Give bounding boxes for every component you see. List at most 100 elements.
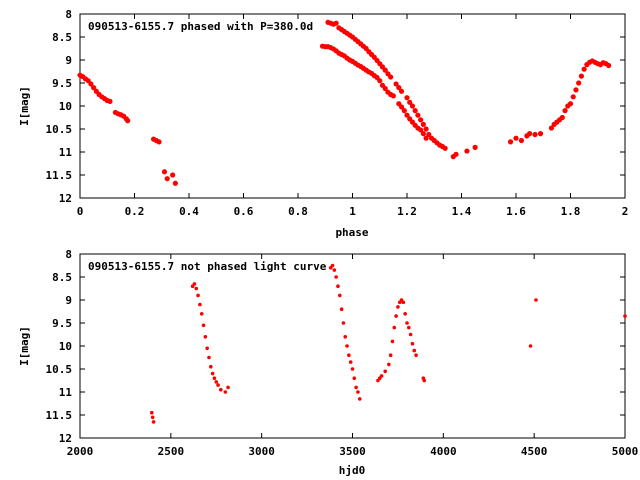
- data-point: [528, 344, 533, 348]
- data-point: [412, 108, 418, 114]
- data-point: [414, 353, 418, 358]
- data-point: [398, 88, 405, 94]
- data-point: [341, 321, 346, 325]
- data-point: [426, 131, 432, 138]
- data-point: [576, 80, 582, 86]
- data-point: [410, 341, 415, 346]
- data-point: [396, 305, 400, 309]
- y-axis-ticks: 8 8.5 9 9.5 10 10.5 11 11.5 12: [46, 8, 625, 205]
- y-tick-label: 12: [59, 192, 72, 205]
- data-point: [345, 344, 349, 348]
- data-point: [407, 99, 413, 105]
- data-point: [199, 312, 204, 316]
- data-point: [388, 353, 393, 358]
- data-point: [453, 151, 459, 157]
- data-point: [207, 355, 211, 360]
- data-point: [537, 131, 544, 137]
- x-tick-label: 0.2: [125, 205, 145, 218]
- x-tick-label: 2500: [158, 445, 185, 458]
- data-point: [420, 121, 426, 127]
- data-point: [401, 108, 407, 114]
- data-point: [377, 78, 383, 84]
- y-tick-label: 9.5: [52, 77, 72, 90]
- data-point: [396, 85, 402, 91]
- x-tick-label: 0.4: [179, 205, 199, 218]
- x-tick-label: 1: [349, 205, 356, 218]
- data-point: [383, 369, 388, 374]
- x-axis-label: hjd0: [339, 464, 366, 477]
- data-point: [573, 87, 579, 93]
- data-point: [196, 293, 200, 298]
- x-tick-label: 1.4: [452, 205, 472, 218]
- data-point: [409, 103, 416, 109]
- data-point: [398, 104, 405, 110]
- y-tick-label: 9.5: [52, 317, 72, 330]
- data-point: [442, 145, 448, 151]
- data-point: [422, 378, 427, 383]
- data-point: [352, 376, 357, 381]
- data-point: [420, 131, 426, 137]
- data-point: [394, 314, 398, 318]
- data-point: [156, 139, 162, 145]
- data-point: [562, 108, 568, 114]
- y-axis-ticks: 8 8.5 9 9.5 10 10.5 11 11.5 12: [46, 248, 625, 445]
- data-point: [216, 383, 220, 387]
- x-tick-label: 1.2: [397, 205, 417, 218]
- data-point: [170, 172, 176, 178]
- x-tick-label: 0: [77, 205, 84, 218]
- data-point: [332, 268, 337, 272]
- data-point: [226, 385, 230, 390]
- y-tick-label: 8: [65, 248, 72, 261]
- data-point: [330, 263, 335, 268]
- data-point: [408, 332, 413, 337]
- data-point: [198, 302, 202, 307]
- data-point: [472, 144, 478, 150]
- chart-title: 090513-6155.7 not phased light curve: [88, 260, 327, 273]
- y-axis-label: I[mag]: [18, 86, 31, 126]
- data-point: [210, 371, 215, 376]
- data-point: [223, 390, 228, 394]
- data-point: [354, 385, 358, 390]
- data-point: [423, 135, 429, 141]
- data-point: [412, 348, 417, 353]
- data-point: [172, 180, 178, 186]
- data-point: [404, 112, 410, 118]
- data-point: [387, 362, 391, 367]
- data-point: [464, 148, 470, 154]
- x-tick-label: 3000: [248, 445, 275, 458]
- data-point: [623, 314, 627, 318]
- y-tick-label: 8.5: [52, 271, 72, 284]
- y-tick-label: 8.5: [52, 31, 72, 44]
- data-point: [390, 93, 396, 99]
- data-point: [532, 131, 538, 138]
- data-point: [339, 307, 344, 312]
- x-tick-label: 0.6: [234, 205, 254, 218]
- data-point: [567, 101, 574, 107]
- data-point: [415, 112, 421, 118]
- data-point: [606, 62, 612, 69]
- data-point: [405, 321, 409, 325]
- data-point: [88, 81, 94, 87]
- data-point: [347, 353, 351, 358]
- data-point: [336, 284, 340, 289]
- x-tick-label: 2: [622, 205, 629, 218]
- data-point: [388, 74, 394, 80]
- y-tick-label: 9: [65, 294, 72, 307]
- data-point: [350, 367, 355, 371]
- x-tick-label: 4500: [521, 445, 548, 458]
- chart-title: 090513-6155.7 phased with P=380.0d: [88, 20, 313, 33]
- data-point: [161, 169, 168, 175]
- data-point: [149, 410, 154, 415]
- y-tick-label: 11.5: [46, 169, 73, 182]
- data-point: [205, 346, 209, 351]
- data-point: [334, 275, 338, 279]
- data-point: [164, 176, 170, 182]
- x-tick-label: 3500: [339, 445, 366, 458]
- data-point: [357, 397, 362, 401]
- x-tick-label: 5000: [612, 445, 639, 458]
- data-point: [401, 300, 406, 305]
- data-point: [527, 131, 533, 137]
- data-point: [201, 323, 206, 328]
- data-point: [581, 66, 587, 72]
